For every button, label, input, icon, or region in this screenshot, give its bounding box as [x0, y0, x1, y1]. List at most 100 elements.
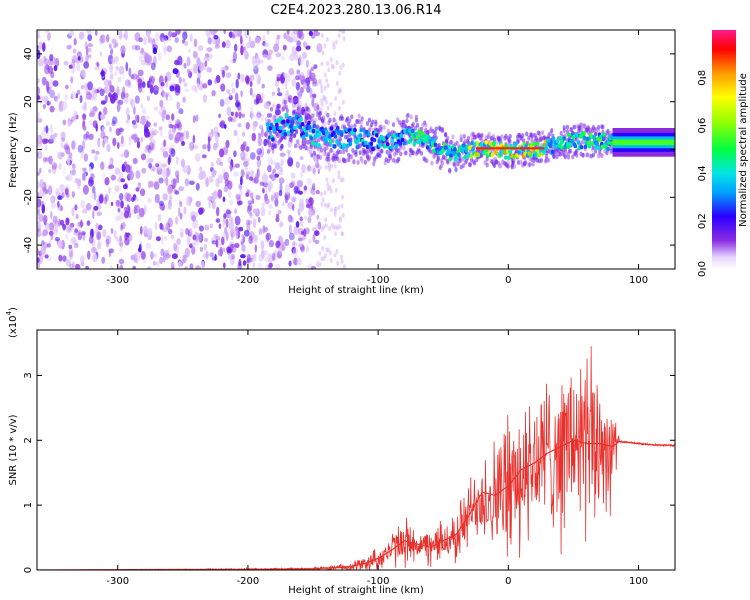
noise-blob	[277, 92, 283, 97]
noise-blob	[71, 168, 76, 176]
noise-blob	[200, 170, 206, 179]
snr-x-ticks: -300 -200 -100 0 100	[106, 330, 648, 587]
noise-blob	[207, 142, 211, 152]
noise-blob	[73, 38, 77, 46]
noise-blob	[168, 124, 174, 129]
noise-blob	[308, 208, 314, 218]
noise-blob	[250, 40, 256, 49]
signal-halo	[379, 124, 383, 130]
noise-blob	[257, 136, 262, 147]
noise-blob	[108, 186, 111, 195]
noise-blob	[289, 182, 294, 189]
signal-halo	[350, 124, 354, 130]
noise-blob	[125, 61, 129, 72]
noise-blob	[295, 45, 302, 52]
noise-blob	[272, 168, 276, 174]
signal-halo	[545, 154, 549, 159]
y-tick-label: 1	[23, 502, 34, 508]
noise-blob	[162, 113, 165, 123]
signal-core	[337, 129, 342, 134]
noise-blob	[108, 75, 114, 80]
signal-halo	[300, 109, 304, 115]
noise-blob	[135, 170, 141, 179]
snr-panel: -300 -200 -100 0 100 0 1 2 3 Height of straight…	[5, 307, 676, 596]
noise-blob	[280, 235, 284, 242]
signal-halo	[605, 150, 609, 156]
signal-halo	[373, 158, 377, 163]
noise-blob	[96, 211, 102, 216]
noise-blob	[204, 60, 208, 67]
noise-blob	[49, 79, 53, 89]
signal-core	[463, 155, 467, 160]
signal-halo	[598, 149, 602, 155]
noise-blob	[88, 178, 94, 187]
noise-blob	[331, 64, 335, 70]
noise-blob	[171, 113, 175, 121]
noise-blob	[267, 264, 272, 269]
noise-blob	[82, 113, 87, 121]
noise-blob	[96, 231, 102, 241]
signal-halo	[338, 136, 342, 142]
noise-blob	[272, 103, 276, 108]
signal-halo	[433, 130, 437, 136]
noise-blob	[68, 152, 73, 159]
signal-core	[457, 152, 461, 157]
noise-blob	[249, 80, 253, 88]
signal-halo	[527, 135, 531, 141]
signal-halo	[591, 152, 596, 158]
noise-blob	[164, 75, 168, 84]
noise-blob	[312, 168, 316, 175]
noise-blob	[178, 108, 184, 115]
noise-blob	[336, 260, 340, 266]
signal-halo	[283, 135, 287, 140]
noise-blob	[192, 115, 196, 124]
snr-y-ticks: 0 1 2 3	[23, 372, 675, 573]
signal-halo	[411, 150, 415, 156]
noise-blob	[255, 70, 259, 79]
signal-halo	[559, 131, 563, 136]
noise-blob	[108, 54, 113, 65]
x-tick-label: -200	[237, 275, 260, 286]
noise-blob	[104, 79, 110, 87]
signal-halo	[500, 134, 504, 140]
noise-blob	[149, 135, 154, 142]
signal-core	[312, 123, 317, 129]
noise-blob	[289, 53, 295, 62]
noise-blob	[166, 204, 172, 210]
noise-blob	[226, 106, 232, 116]
signal-core	[607, 140, 611, 145]
noise-blob	[143, 36, 148, 46]
noise-blob	[240, 152, 244, 158]
noise-blob	[286, 149, 291, 154]
noise-blob	[138, 55, 144, 62]
noise-blob	[135, 187, 140, 192]
signal-halo	[279, 137, 283, 143]
noise-blob	[324, 217, 328, 223]
noise-blob	[171, 32, 178, 38]
noise-blob	[89, 235, 94, 244]
noise-blob	[47, 66, 54, 74]
noise-blob	[213, 35, 219, 40]
noise-blob	[249, 74, 255, 82]
signal-halo	[434, 126, 438, 132]
noise-blob	[179, 212, 183, 219]
noise-blob	[89, 107, 96, 117]
noise-blob	[267, 164, 272, 173]
noise-blob	[311, 227, 317, 232]
noise-blob	[65, 175, 70, 181]
noise-blob	[282, 201, 285, 207]
noise-blob	[305, 59, 309, 68]
noise-blob	[258, 253, 264, 262]
noise-blob	[262, 181, 269, 188]
noise-blob	[62, 223, 67, 231]
noise-blob	[318, 44, 322, 50]
signal-core	[579, 145, 584, 150]
noise-blob	[155, 163, 160, 168]
noise-blob	[125, 107, 130, 117]
noise-blob	[53, 65, 58, 72]
noise-blob	[316, 214, 320, 220]
noise-blob	[133, 133, 138, 144]
signal-halo	[296, 139, 300, 145]
signal-core	[293, 125, 297, 130]
noise-blob	[162, 140, 167, 147]
